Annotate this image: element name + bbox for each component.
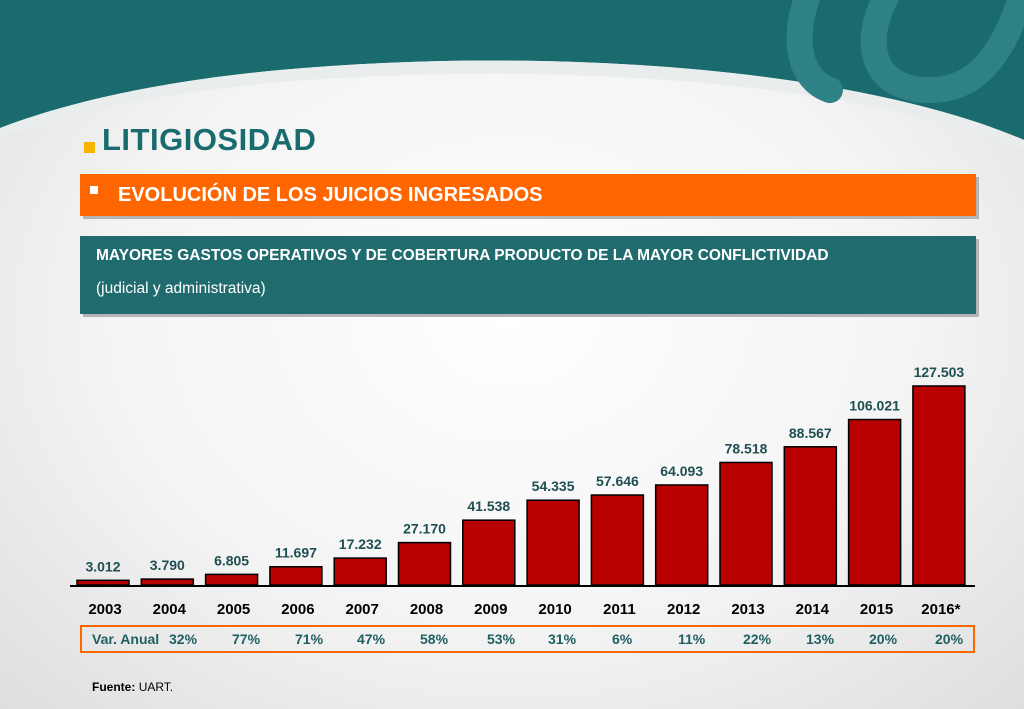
data-label-2013: 78.518 bbox=[725, 440, 768, 456]
x-tick-2012: 2012 bbox=[667, 601, 700, 618]
variation-value: 47% bbox=[357, 631, 386, 647]
info-line-2: (judicial y administrativa) bbox=[96, 280, 266, 297]
variation-value: 58% bbox=[420, 631, 449, 647]
x-tick-2014: 2014 bbox=[796, 601, 830, 618]
x-tick-2010: 2010 bbox=[538, 601, 571, 618]
bar-2010 bbox=[526, 499, 580, 586]
header-band bbox=[0, 0, 1024, 150]
info-box: MAYORES GASTOS OPERATIVOS Y DE COBERTURA… bbox=[80, 236, 976, 314]
data-label-2003: 3.012 bbox=[85, 558, 120, 574]
data-label-2015: 106.021 bbox=[849, 398, 900, 414]
x-tick-2003: 2003 bbox=[88, 601, 121, 618]
data-label-2006: 11.697 bbox=[275, 545, 317, 561]
data-label-2014: 88.567 bbox=[789, 425, 832, 441]
data-label-2008: 27.170 bbox=[403, 521, 446, 537]
bar-2004 bbox=[140, 578, 195, 586]
variation-value: 31% bbox=[548, 631, 577, 647]
variation-value: 6% bbox=[612, 631, 633, 647]
variation-value: 13% bbox=[806, 631, 835, 647]
x-tick-2006: 2006 bbox=[281, 601, 314, 618]
x-tick-2015: 2015 bbox=[860, 601, 893, 618]
bar-2005 bbox=[204, 573, 259, 586]
x-tick-2009: 2009 bbox=[474, 601, 507, 618]
bar-2014 bbox=[783, 446, 838, 586]
source-label: Fuente: bbox=[92, 680, 136, 694]
variation-value: 53% bbox=[487, 631, 516, 647]
bar-2013 bbox=[719, 461, 773, 586]
data-label-2005: 6.805 bbox=[214, 552, 249, 568]
variation-value: 71% bbox=[295, 631, 324, 647]
bar-2012 bbox=[654, 484, 709, 586]
variation-row: Var. Anual 32% 77% 71% 47% 58% 53% 31% 6% 11% 22%… bbox=[0, 631, 1024, 651]
variation-box bbox=[80, 625, 975, 653]
variation-value: 32% bbox=[169, 631, 198, 647]
bar-2006 bbox=[269, 565, 323, 586]
bar-2008 bbox=[397, 541, 452, 586]
variation-value: 77% bbox=[232, 631, 261, 647]
x-tick-2004: 2004 bbox=[153, 601, 187, 618]
subtitle-bullet bbox=[90, 186, 98, 194]
data-label-2010: 54.335 bbox=[532, 478, 575, 494]
source-note: Fuente: UART. bbox=[92, 680, 173, 694]
data-label-2016*: 127.503 bbox=[914, 364, 965, 380]
x-tick-2005: 2005 bbox=[217, 601, 250, 618]
data-label-2007: 17.232 bbox=[339, 536, 382, 552]
x-tick-2008: 2008 bbox=[410, 601, 443, 618]
data-label-2012: 64.093 bbox=[660, 463, 703, 479]
variation-value: 20% bbox=[935, 631, 964, 647]
page-title: LITIGIOSIDAD bbox=[102, 122, 317, 157]
source-text: UART. bbox=[138, 680, 174, 694]
bar-2016* bbox=[912, 385, 966, 586]
title-bullet bbox=[84, 142, 95, 153]
data-label-2009: 41.538 bbox=[467, 498, 510, 514]
variation-label: Var. Anual bbox=[92, 631, 160, 647]
variation-value: 11% bbox=[678, 631, 706, 647]
x-tick-2007: 2007 bbox=[346, 601, 379, 618]
data-label-2004: 3.790 bbox=[150, 557, 185, 573]
x-tick-2016*: 2016* bbox=[921, 601, 960, 618]
info-line-1: MAYORES GASTOS OPERATIVOS Y DE COBERTURA… bbox=[96, 247, 829, 264]
bar-2011 bbox=[590, 494, 645, 586]
x-tick-2011: 2011 bbox=[603, 601, 636, 618]
variation-value: 22% bbox=[743, 631, 772, 647]
variation-value: 20% bbox=[869, 631, 898, 647]
subtitle-text: EVOLUCIÓN DE LOS JUICIOS INGRESADOS bbox=[118, 184, 543, 206]
logo-watermark bbox=[786, 0, 1024, 104]
bar-2007 bbox=[333, 557, 387, 586]
bar-2009 bbox=[462, 519, 516, 586]
data-label-2011: 57.646 bbox=[596, 473, 639, 489]
x-tick-2013: 2013 bbox=[731, 601, 764, 618]
subtitle-bar: EVOLUCIÓN DE LOS JUICIOS INGRESADOS bbox=[80, 174, 976, 216]
bar-2003 bbox=[76, 579, 130, 586]
bar-2015 bbox=[847, 418, 902, 586]
